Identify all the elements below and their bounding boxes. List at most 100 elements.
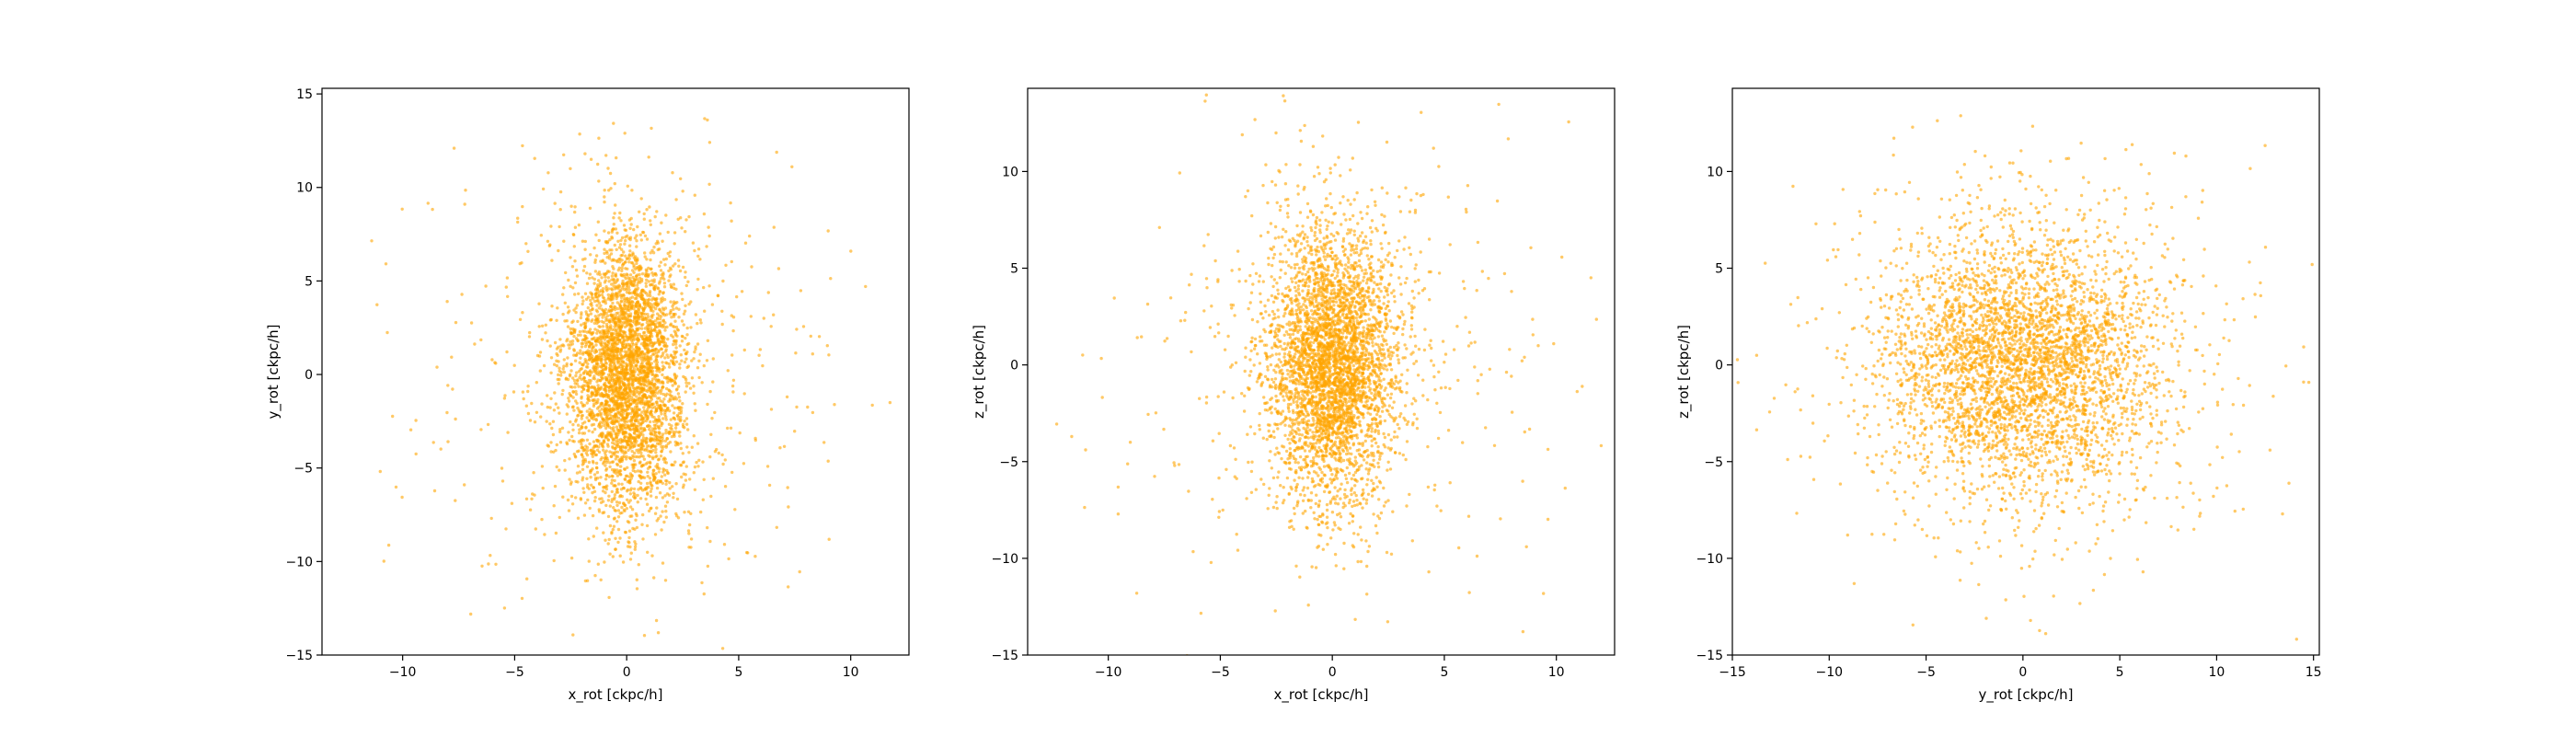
data-point <box>1351 504 1354 509</box>
data-point <box>526 385 530 388</box>
data-point <box>645 208 649 212</box>
data-point <box>682 483 685 487</box>
data-point <box>697 359 701 362</box>
data-point <box>672 397 675 401</box>
data-point <box>615 247 618 251</box>
data-point <box>716 293 720 297</box>
data-point <box>626 420 629 423</box>
data-point <box>569 556 574 560</box>
data-point <box>626 313 630 316</box>
data-point <box>1233 314 1236 317</box>
data-point <box>672 303 675 306</box>
data-point <box>640 386 644 390</box>
data-point <box>580 426 583 431</box>
data-point <box>570 502 575 506</box>
data-point <box>787 505 790 509</box>
data-point <box>414 452 418 456</box>
data-point <box>627 387 632 391</box>
data-point <box>629 372 634 375</box>
data-point <box>607 537 611 542</box>
data-point <box>646 351 650 355</box>
data-point <box>1427 569 1431 574</box>
data-point <box>645 321 650 325</box>
data-point <box>637 307 641 312</box>
data-point <box>652 328 656 331</box>
data-point <box>548 344 552 348</box>
data-point <box>613 307 617 312</box>
data-point <box>608 171 613 176</box>
data-point <box>705 359 709 362</box>
data-point <box>644 488 649 491</box>
data-point <box>653 288 657 292</box>
data-point <box>657 517 661 521</box>
data-point <box>609 293 613 297</box>
data-point <box>627 540 630 544</box>
data-point <box>1443 385 1447 389</box>
data-point <box>742 462 746 466</box>
data-point <box>1333 552 1338 557</box>
data-point <box>592 374 596 378</box>
data-point <box>1404 186 1408 190</box>
data-point <box>1367 317 1372 321</box>
data-point <box>602 531 605 535</box>
data-point <box>653 405 657 409</box>
data-point <box>1163 339 1167 343</box>
data-point <box>598 409 602 413</box>
data-point <box>615 292 618 296</box>
data-point <box>1213 335 1217 339</box>
data-point <box>587 537 591 541</box>
data-point <box>743 241 748 245</box>
data-point <box>674 350 679 354</box>
data-point <box>674 346 678 350</box>
data-point <box>654 325 658 329</box>
data-point <box>597 290 602 293</box>
data-point <box>1363 246 1367 250</box>
data-point <box>671 404 674 408</box>
data-point <box>693 248 696 253</box>
data-point <box>370 239 374 243</box>
data-point <box>680 339 684 343</box>
data-point <box>650 444 654 448</box>
data-point <box>571 389 575 394</box>
data-point <box>527 335 532 339</box>
data-point <box>635 395 638 398</box>
data-point <box>586 498 590 502</box>
data-point <box>1177 463 1181 466</box>
data-point <box>604 331 608 335</box>
data-point <box>772 313 776 316</box>
data-point <box>661 436 664 441</box>
data-point <box>707 225 710 229</box>
data-point <box>650 349 654 352</box>
data-point <box>722 543 727 546</box>
data-point <box>574 418 579 421</box>
data-point <box>645 278 649 282</box>
data-point <box>1349 202 1352 206</box>
data-point <box>646 415 650 419</box>
data-point <box>661 470 665 474</box>
data-point <box>638 266 642 270</box>
data-point <box>620 482 624 486</box>
data-point <box>627 342 632 347</box>
data-point <box>1204 277 1209 281</box>
data-point <box>653 214 657 219</box>
data-point <box>662 277 666 282</box>
data-point <box>543 533 546 536</box>
data-point <box>668 254 672 259</box>
data-point <box>566 325 570 328</box>
data-point <box>657 438 661 443</box>
data-point <box>827 537 831 541</box>
data-point <box>668 431 672 434</box>
data-point <box>626 466 629 469</box>
data-point <box>608 248 612 252</box>
data-point <box>1054 422 1059 426</box>
data-point <box>772 225 776 229</box>
y-tick-label: −10 <box>285 555 313 569</box>
data-point <box>698 352 702 356</box>
data-point <box>576 465 581 468</box>
data-point <box>596 562 600 566</box>
data-point <box>1492 443 1497 447</box>
data-point <box>613 478 616 483</box>
data-point <box>656 312 660 316</box>
data-point <box>670 316 673 319</box>
data-point <box>647 400 651 405</box>
